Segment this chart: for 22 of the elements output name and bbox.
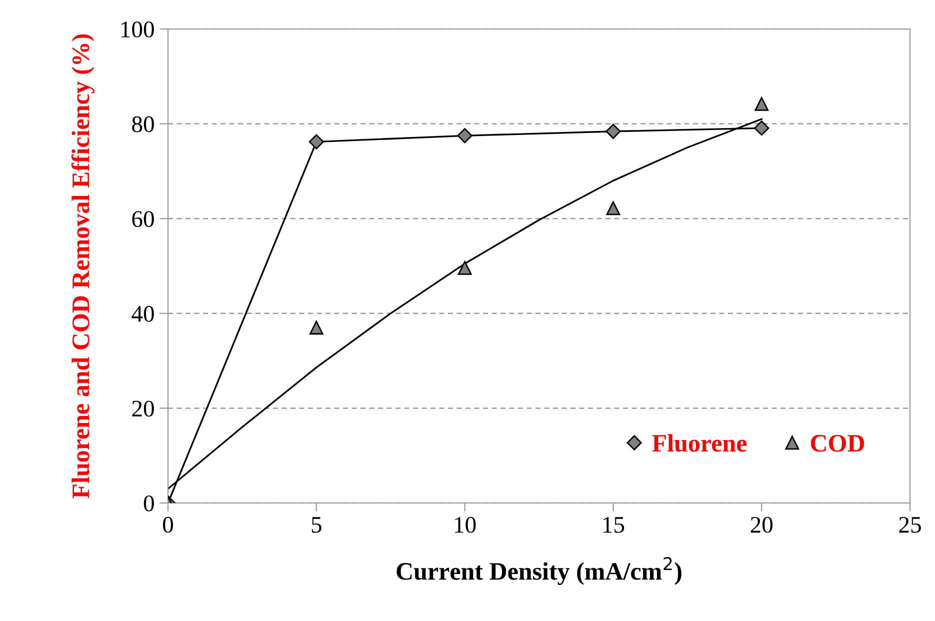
y-tick-label: 0 (144, 495, 154, 512)
point (754, 96, 769, 111)
y-tick-label: 20 (132, 400, 154, 417)
point (457, 128, 472, 144)
point (606, 124, 621, 139)
y-tick-label: 60 (132, 211, 154, 228)
point (606, 201, 620, 216)
x-tick-label: 25 (899, 516, 921, 533)
x-tick-label: 15 (603, 516, 624, 533)
point (458, 260, 472, 275)
y-tick-label: 80 (132, 116, 154, 132)
legend-label: Fluorene (652, 434, 747, 452)
y-tick-label: 100 (121, 21, 154, 38)
y-axis-title: Fluorene and COD Removal Efficiency (%) (71, 34, 94, 498)
x-tick-label: 0 (162, 516, 174, 533)
point (754, 120, 770, 136)
legend-label: COD (810, 434, 864, 452)
x-axis-title: Current Density (mA/cm$^{2}$) (396, 557, 682, 586)
x-tick-label: 20 (750, 516, 773, 533)
x-tick-label: 5 (312, 517, 322, 533)
y-tick-label: 40 (132, 306, 154, 322)
x-tick-label: 10 (455, 516, 476, 533)
